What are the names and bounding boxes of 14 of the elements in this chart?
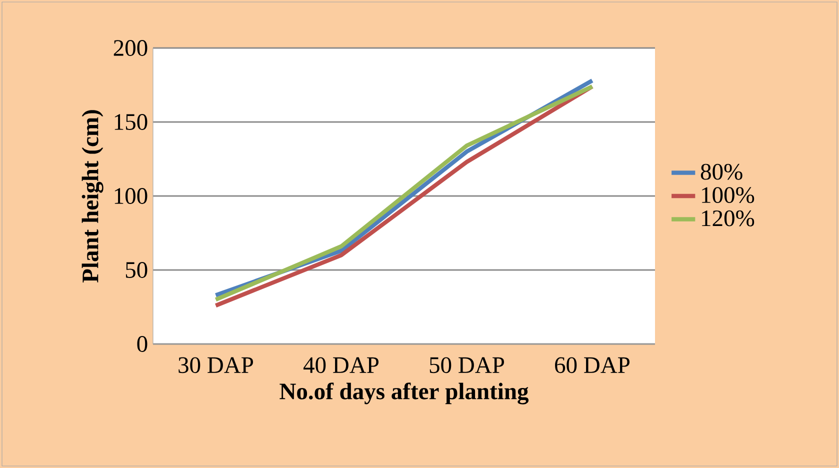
x-tick-label: 30 DAP xyxy=(178,357,253,374)
x-tick-label: 60 DAP xyxy=(555,357,630,374)
x-axis-title: No.of days after planting xyxy=(280,382,529,404)
legend-label: 100% xyxy=(702,187,754,204)
y-tick-label: 100 xyxy=(114,188,148,204)
y-tick-label: 50 xyxy=(126,262,148,278)
y-tick-label: 0 xyxy=(137,336,148,352)
x-tick-label: 50 DAP xyxy=(430,357,504,374)
legend-label: 120% xyxy=(702,210,754,226)
x-tick-label: 40 DAP xyxy=(303,357,378,374)
legend-label: 80% xyxy=(700,164,742,180)
y-axis-title: Plant height (cm) xyxy=(82,110,104,282)
y-tick-label: 200 xyxy=(114,40,148,56)
y-tick-label: 150 xyxy=(114,114,148,130)
